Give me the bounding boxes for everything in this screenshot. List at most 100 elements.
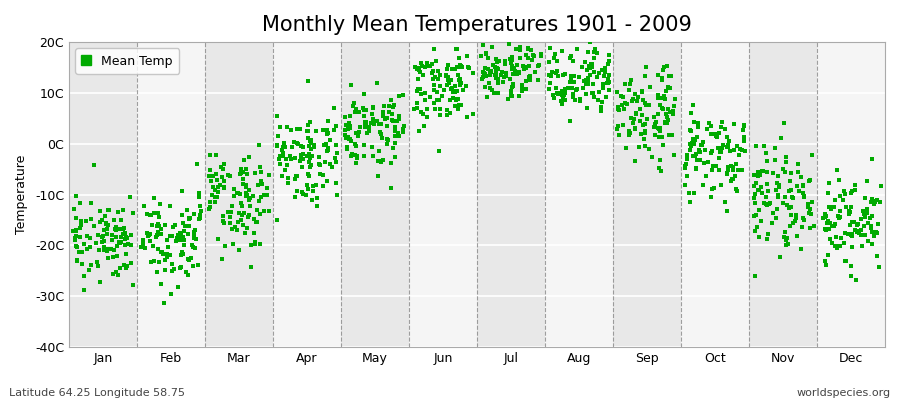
Point — [623, 130, 637, 137]
Point — [479, 50, 493, 57]
Point — [149, 223, 164, 229]
Point — [448, 83, 463, 90]
Point — [294, 153, 309, 160]
Point — [637, 143, 652, 150]
Point — [778, 194, 793, 200]
Point — [181, 215, 195, 221]
Point — [585, 90, 599, 96]
Point — [580, 74, 595, 81]
Point — [567, 72, 581, 79]
Point — [550, 58, 564, 64]
Point — [142, 238, 157, 244]
Point — [491, 66, 506, 73]
Point — [476, 69, 491, 75]
Point — [239, 184, 254, 190]
Point — [101, 255, 115, 261]
Point — [636, 136, 651, 142]
Point — [72, 224, 86, 231]
Point — [597, 73, 611, 79]
Point — [548, 51, 562, 57]
Point — [865, 212, 879, 219]
Point — [480, 93, 494, 100]
Point — [837, 258, 851, 264]
Point — [347, 152, 362, 158]
Point — [521, 45, 535, 51]
Point — [776, 200, 790, 206]
Point — [638, 102, 652, 108]
Point — [221, 209, 236, 216]
Point — [247, 216, 261, 223]
Point — [554, 88, 569, 94]
Point — [562, 79, 577, 86]
Point — [188, 226, 202, 233]
Bar — [749, 42, 817, 347]
Point — [551, 90, 565, 97]
Point — [581, 63, 596, 70]
Point — [392, 93, 407, 99]
Point — [717, 126, 732, 132]
Point — [556, 95, 571, 102]
Point — [248, 239, 262, 245]
Point — [655, 142, 670, 148]
Point — [319, 140, 333, 147]
Point — [292, 126, 307, 132]
Point — [721, 142, 735, 149]
Point — [435, 92, 449, 99]
Point — [587, 49, 601, 56]
Point — [466, 70, 481, 76]
Point — [511, 70, 526, 76]
Point — [149, 234, 164, 240]
Point — [425, 61, 439, 68]
Point — [382, 109, 396, 115]
Point — [726, 176, 741, 182]
Point — [191, 262, 205, 268]
Point — [682, 189, 697, 196]
Point — [302, 154, 317, 161]
Point — [495, 69, 509, 75]
Point — [579, 76, 593, 83]
Point — [419, 106, 434, 113]
Point — [736, 134, 751, 140]
Point — [248, 218, 263, 225]
Point — [329, 123, 344, 130]
Point — [771, 194, 786, 201]
Point — [69, 193, 84, 200]
Point — [118, 230, 132, 236]
Point — [499, 73, 513, 79]
Point — [90, 263, 104, 270]
Point — [380, 136, 394, 142]
Point — [375, 156, 390, 163]
Point — [662, 85, 677, 91]
Point — [827, 204, 842, 210]
Point — [101, 207, 115, 213]
Point — [119, 234, 133, 240]
Point — [215, 256, 230, 262]
Point — [647, 124, 662, 130]
Point — [316, 172, 330, 178]
Point — [690, 134, 705, 140]
Point — [585, 61, 599, 67]
Point — [795, 224, 809, 231]
Point — [207, 187, 221, 193]
Point — [426, 76, 440, 82]
Point — [323, 137, 338, 143]
Point — [832, 177, 846, 183]
Point — [594, 67, 608, 74]
Point — [547, 95, 562, 101]
Point — [439, 82, 454, 88]
Point — [665, 111, 680, 117]
Point — [109, 224, 123, 230]
Point — [587, 68, 601, 75]
Point — [821, 252, 835, 258]
Point — [687, 119, 701, 125]
Point — [779, 158, 794, 165]
Point — [483, 68, 498, 74]
Point — [771, 182, 786, 188]
Point — [820, 220, 834, 227]
Point — [843, 272, 858, 279]
Point — [642, 102, 656, 108]
Point — [594, 104, 608, 110]
Point — [724, 176, 739, 182]
Point — [596, 85, 610, 91]
Point — [843, 262, 858, 269]
